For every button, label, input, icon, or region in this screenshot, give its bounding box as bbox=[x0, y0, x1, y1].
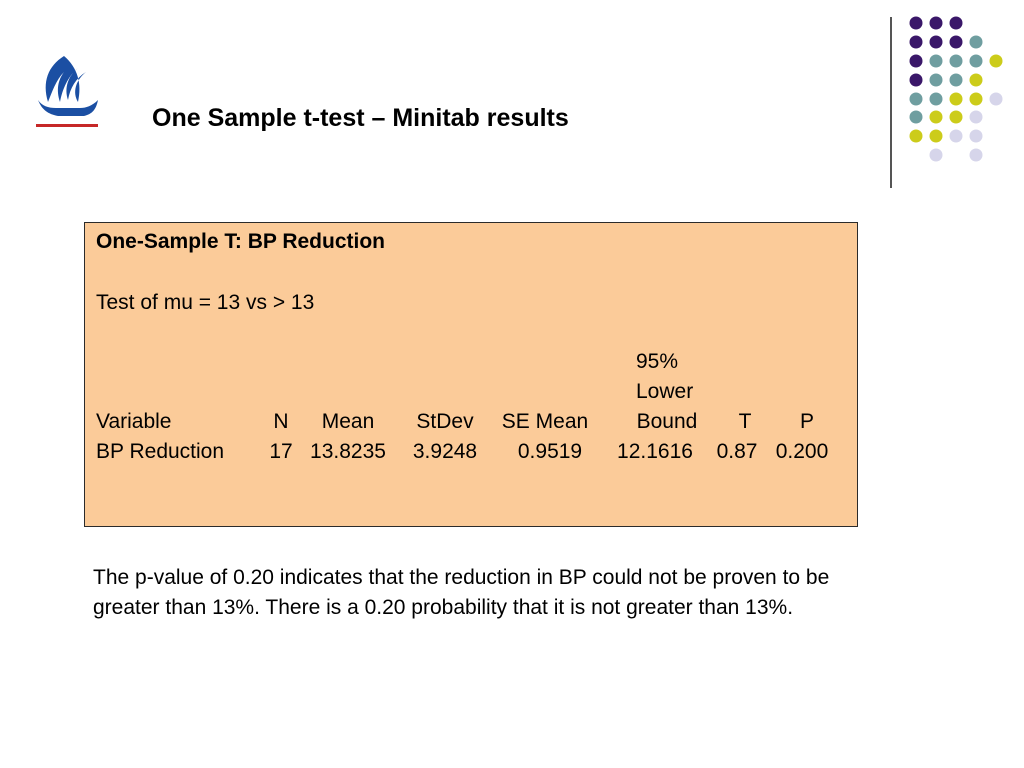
slide-title: One Sample t-test – Minitab results bbox=[152, 104, 569, 132]
cell-t: 0.87 bbox=[716, 440, 758, 463]
dot bbox=[929, 129, 943, 143]
cell-p: 0.200 bbox=[775, 440, 829, 463]
dot bbox=[909, 110, 923, 124]
dot bbox=[949, 73, 963, 87]
dot bbox=[969, 92, 983, 106]
dot bbox=[909, 73, 923, 87]
dot bbox=[949, 35, 963, 49]
dot bbox=[909, 129, 923, 143]
dot bbox=[929, 16, 943, 30]
dot bbox=[989, 54, 1003, 68]
dot bbox=[969, 35, 983, 49]
dot bbox=[949, 129, 963, 143]
cell-se-mean: 0.9519 bbox=[517, 440, 583, 463]
dot bbox=[969, 129, 983, 143]
dot bbox=[929, 148, 943, 162]
dot bbox=[929, 92, 943, 106]
minitab-output-box: One-Sample T: BP Reduction Test of mu = … bbox=[84, 222, 858, 527]
cell-mean: 13.8235 bbox=[310, 440, 386, 463]
dot bbox=[909, 16, 923, 30]
dot bbox=[909, 35, 923, 49]
dot bbox=[929, 110, 943, 124]
cell-variable: BP Reduction bbox=[96, 440, 225, 463]
col-header-se-mean: SE Mean bbox=[501, 410, 589, 433]
col-header-variable: Variable bbox=[96, 410, 172, 433]
dot bbox=[949, 16, 963, 30]
col-header-stdev: StDev bbox=[416, 410, 474, 433]
hypothesis-line: Test of mu = 13 vs > 13 bbox=[96, 291, 315, 314]
dot bbox=[969, 54, 983, 68]
logo-base-shape bbox=[38, 100, 98, 116]
header-95-percent: 95% bbox=[636, 350, 679, 373]
vertical-divider bbox=[890, 17, 892, 188]
cell-bound: 12.1616 bbox=[617, 440, 693, 463]
dot bbox=[969, 148, 983, 162]
interpretation-text: The p-value of 0.20 indicates that the r… bbox=[93, 566, 830, 619]
dot bbox=[929, 35, 943, 49]
university-logo bbox=[36, 56, 98, 127]
flame-icon bbox=[45, 56, 86, 102]
dot bbox=[929, 54, 943, 68]
dot bbox=[989, 92, 1003, 106]
col-header-t: T bbox=[738, 410, 752, 433]
cell-stdev: 3.9248 bbox=[412, 440, 478, 463]
dot bbox=[949, 110, 963, 124]
dot bbox=[969, 73, 983, 87]
header-lower: Lower bbox=[636, 380, 694, 403]
decorative-dot-grid bbox=[909, 16, 1003, 162]
col-header-n: N bbox=[273, 410, 289, 433]
dot bbox=[909, 92, 923, 106]
dot bbox=[909, 54, 923, 68]
output-heading: One-Sample T: BP Reduction bbox=[96, 230, 385, 253]
cell-n: 17 bbox=[269, 440, 293, 463]
col-header-bound: Bound bbox=[636, 410, 698, 433]
dot bbox=[929, 73, 943, 87]
dot bbox=[949, 92, 963, 106]
dot bbox=[969, 110, 983, 124]
logo-red-bar bbox=[36, 124, 98, 127]
dot bbox=[949, 54, 963, 68]
col-header-mean: Mean bbox=[321, 410, 375, 433]
col-header-p: P bbox=[799, 410, 814, 433]
